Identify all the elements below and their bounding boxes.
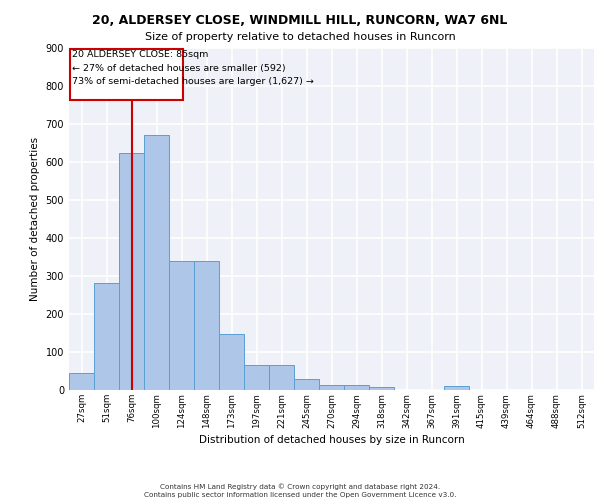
Text: Size of property relative to detached houses in Runcorn: Size of property relative to detached ho… <box>145 32 455 42</box>
Bar <box>369 387 394 390</box>
Bar <box>444 386 469 390</box>
Bar <box>69 373 94 390</box>
Bar <box>194 260 219 390</box>
Bar <box>294 378 319 390</box>
Text: 20, ALDERSEY CLOSE, WINDMILL HILL, RUNCORN, WA7 6NL: 20, ALDERSEY CLOSE, WINDMILL HILL, RUNCO… <box>92 14 508 27</box>
X-axis label: Distribution of detached houses by size in Runcorn: Distribution of detached houses by size … <box>199 434 464 444</box>
Bar <box>219 334 244 390</box>
Bar <box>119 154 144 390</box>
Bar <box>269 366 294 390</box>
Bar <box>244 366 269 390</box>
FancyBboxPatch shape <box>70 48 183 100</box>
Y-axis label: Number of detached properties: Number of detached properties <box>30 136 40 301</box>
Bar <box>94 284 119 390</box>
Bar <box>169 260 194 390</box>
Bar <box>144 135 169 390</box>
Text: 20 ALDERSEY CLOSE: 85sqm
← 27% of detached houses are smaller (592)
73% of semi-: 20 ALDERSEY CLOSE: 85sqm ← 27% of detach… <box>71 50 313 86</box>
Bar <box>344 386 369 390</box>
Bar <box>319 386 344 390</box>
Text: Contains HM Land Registry data © Crown copyright and database right 2024.
Contai: Contains HM Land Registry data © Crown c… <box>144 484 456 498</box>
